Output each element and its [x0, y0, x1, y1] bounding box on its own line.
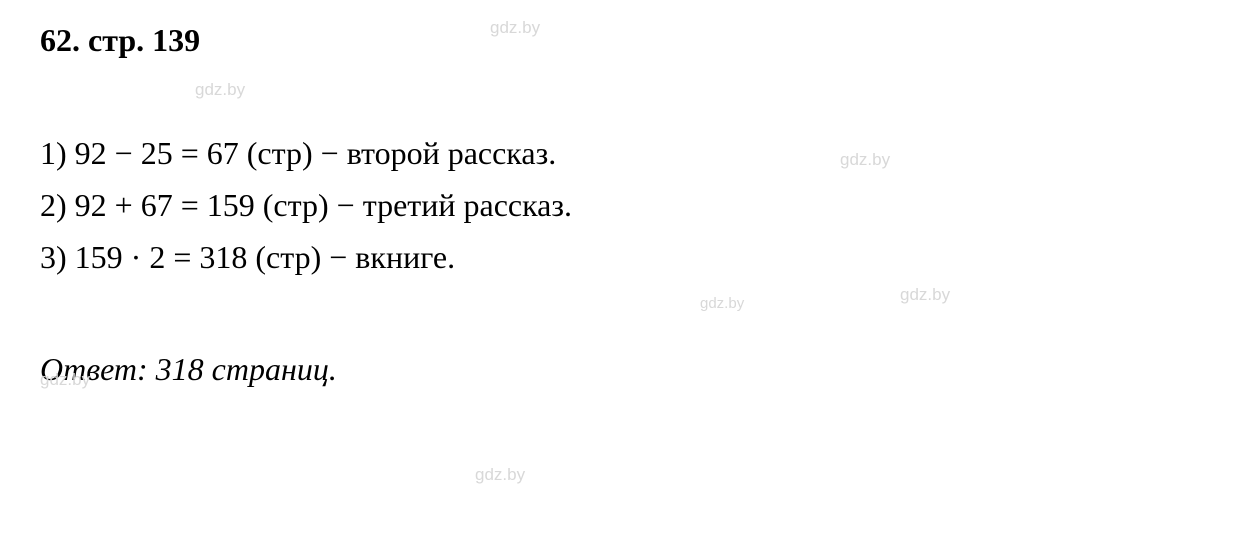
- answer-line: Ответ: 318 страниц.: [40, 351, 1197, 388]
- solution-step: 2) 92 + 67 = 159 (стр) − третий рассказ.: [40, 181, 1197, 229]
- step-expression: 92 + 67 = 159: [75, 187, 255, 223]
- page-reference: стр. 139: [88, 22, 200, 58]
- step-dash: −: [329, 239, 347, 275]
- step-index: 2): [40, 187, 67, 223]
- watermark-text: gdz.by: [475, 465, 525, 485]
- step-dash: −: [321, 135, 339, 171]
- step-index: 3): [40, 239, 67, 275]
- answer-label: Ответ:: [40, 351, 148, 387]
- step-description: третий рассказ.: [363, 187, 572, 223]
- watermark-text: gdz.by: [900, 285, 950, 305]
- watermark-text: gdz.by: [195, 80, 245, 100]
- step-unit: (стр): [263, 187, 329, 223]
- step-expression: 159 · 2 = 318: [75, 239, 248, 275]
- step-description: второй рассказ.: [347, 135, 557, 171]
- step-description: вкниге.: [355, 239, 455, 275]
- watermark-text: gdz.by: [700, 295, 744, 312]
- problem-number: 62.: [40, 22, 80, 58]
- step-unit: (стр): [247, 135, 313, 171]
- step-index: 1): [40, 135, 67, 171]
- answer-value: 318 страниц.: [156, 351, 337, 387]
- solution-step: 3) 159 · 2 = 318 (стр) − вкниге.: [40, 233, 1197, 281]
- step-dash: −: [337, 187, 355, 223]
- solution-step: 1) 92 − 25 = 67 (стр) − второй рассказ.: [40, 129, 1197, 177]
- step-expression: 92 − 25 = 67: [75, 135, 239, 171]
- step-unit: (стр): [255, 239, 321, 275]
- problem-heading: 62. стр. 139: [40, 22, 1197, 59]
